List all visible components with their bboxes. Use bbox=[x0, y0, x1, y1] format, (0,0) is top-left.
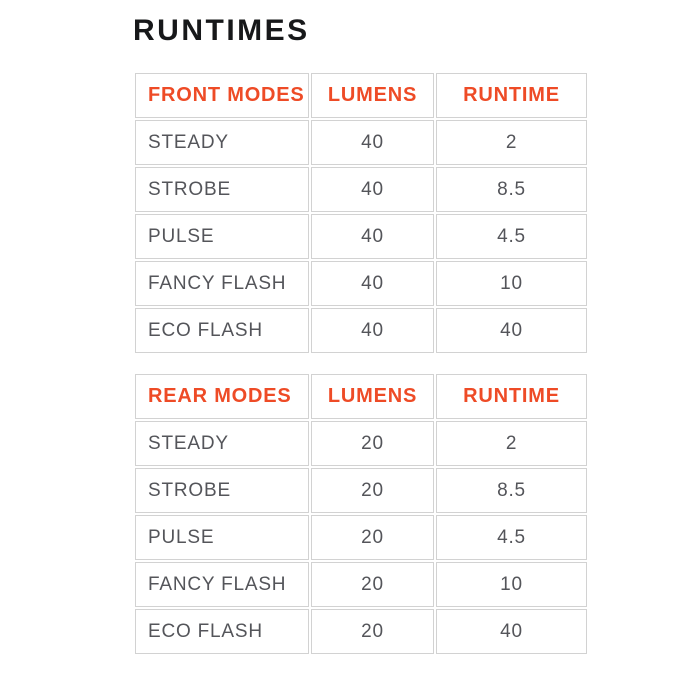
lumens-cell: 40 bbox=[311, 214, 434, 259]
runtime-cell: 4.5 bbox=[436, 214, 587, 259]
runtime-cell: 10 bbox=[436, 261, 587, 306]
runtime-cell: 2 bbox=[436, 120, 587, 165]
runtime-cell: 4.5 bbox=[436, 515, 587, 560]
runtime-header: RUNTIME bbox=[436, 73, 587, 118]
mode-cell: FANCY FLASH bbox=[135, 261, 309, 306]
runtime-header: RUNTIME bbox=[436, 374, 587, 419]
table-row: FANCY FLASH 20 10 bbox=[135, 562, 587, 607]
lumens-cell: 40 bbox=[311, 308, 434, 353]
mode-cell: STEADY bbox=[135, 421, 309, 466]
mode-cell: FANCY FLASH bbox=[135, 562, 309, 607]
mode-cell: STEADY bbox=[135, 120, 309, 165]
table-header-row: REAR MODES LUMENS RUNTIME bbox=[135, 374, 587, 419]
runtime-cell: 10 bbox=[436, 562, 587, 607]
mode-cell: STROBE bbox=[135, 468, 309, 513]
lumens-cell: 40 bbox=[311, 167, 434, 212]
mode-cell: ECO FLASH bbox=[135, 609, 309, 654]
mode-cell: PULSE bbox=[135, 515, 309, 560]
runtime-cell: 40 bbox=[436, 308, 587, 353]
runtime-cell: 8.5 bbox=[436, 468, 587, 513]
table-header-row: FRONT MODES LUMENS RUNTIME bbox=[135, 73, 587, 118]
table-row: STEADY 40 2 bbox=[135, 120, 587, 165]
rear-modes-header: REAR MODES bbox=[135, 374, 309, 419]
table-row: ECO FLASH 40 40 bbox=[135, 308, 587, 353]
lumens-header: LUMENS bbox=[311, 374, 434, 419]
runtime-cell: 8.5 bbox=[436, 167, 587, 212]
runtime-cell: 40 bbox=[436, 609, 587, 654]
rear-modes-table: REAR MODES LUMENS RUNTIME STEADY 20 2 ST… bbox=[133, 372, 589, 656]
table-row: ECO FLASH 20 40 bbox=[135, 609, 587, 654]
lumens-header: LUMENS bbox=[311, 73, 434, 118]
lumens-cell: 20 bbox=[311, 609, 434, 654]
front-modes-header: FRONT MODES bbox=[135, 73, 309, 118]
table-row: PULSE 40 4.5 bbox=[135, 214, 587, 259]
lumens-cell: 40 bbox=[311, 261, 434, 306]
runtimes-section: RUNTIMES FRONT MODES LUMENS RUNTIME STEA… bbox=[133, 14, 589, 673]
lumens-cell: 20 bbox=[311, 515, 434, 560]
table-row: FANCY FLASH 40 10 bbox=[135, 261, 587, 306]
runtime-cell: 2 bbox=[436, 421, 587, 466]
table-row: PULSE 20 4.5 bbox=[135, 515, 587, 560]
mode-cell: STROBE bbox=[135, 167, 309, 212]
lumens-cell: 20 bbox=[311, 562, 434, 607]
lumens-cell: 20 bbox=[311, 468, 434, 513]
front-modes-table: FRONT MODES LUMENS RUNTIME STEADY 40 2 S… bbox=[133, 71, 589, 355]
lumens-cell: 40 bbox=[311, 120, 434, 165]
page-title: RUNTIMES bbox=[133, 14, 310, 47]
mode-cell: PULSE bbox=[135, 214, 309, 259]
lumens-cell: 20 bbox=[311, 421, 434, 466]
table-row: STROBE 40 8.5 bbox=[135, 167, 587, 212]
mode-cell: ECO FLASH bbox=[135, 308, 309, 353]
table-row: STROBE 20 8.5 bbox=[135, 468, 587, 513]
table-row: STEADY 20 2 bbox=[135, 421, 587, 466]
